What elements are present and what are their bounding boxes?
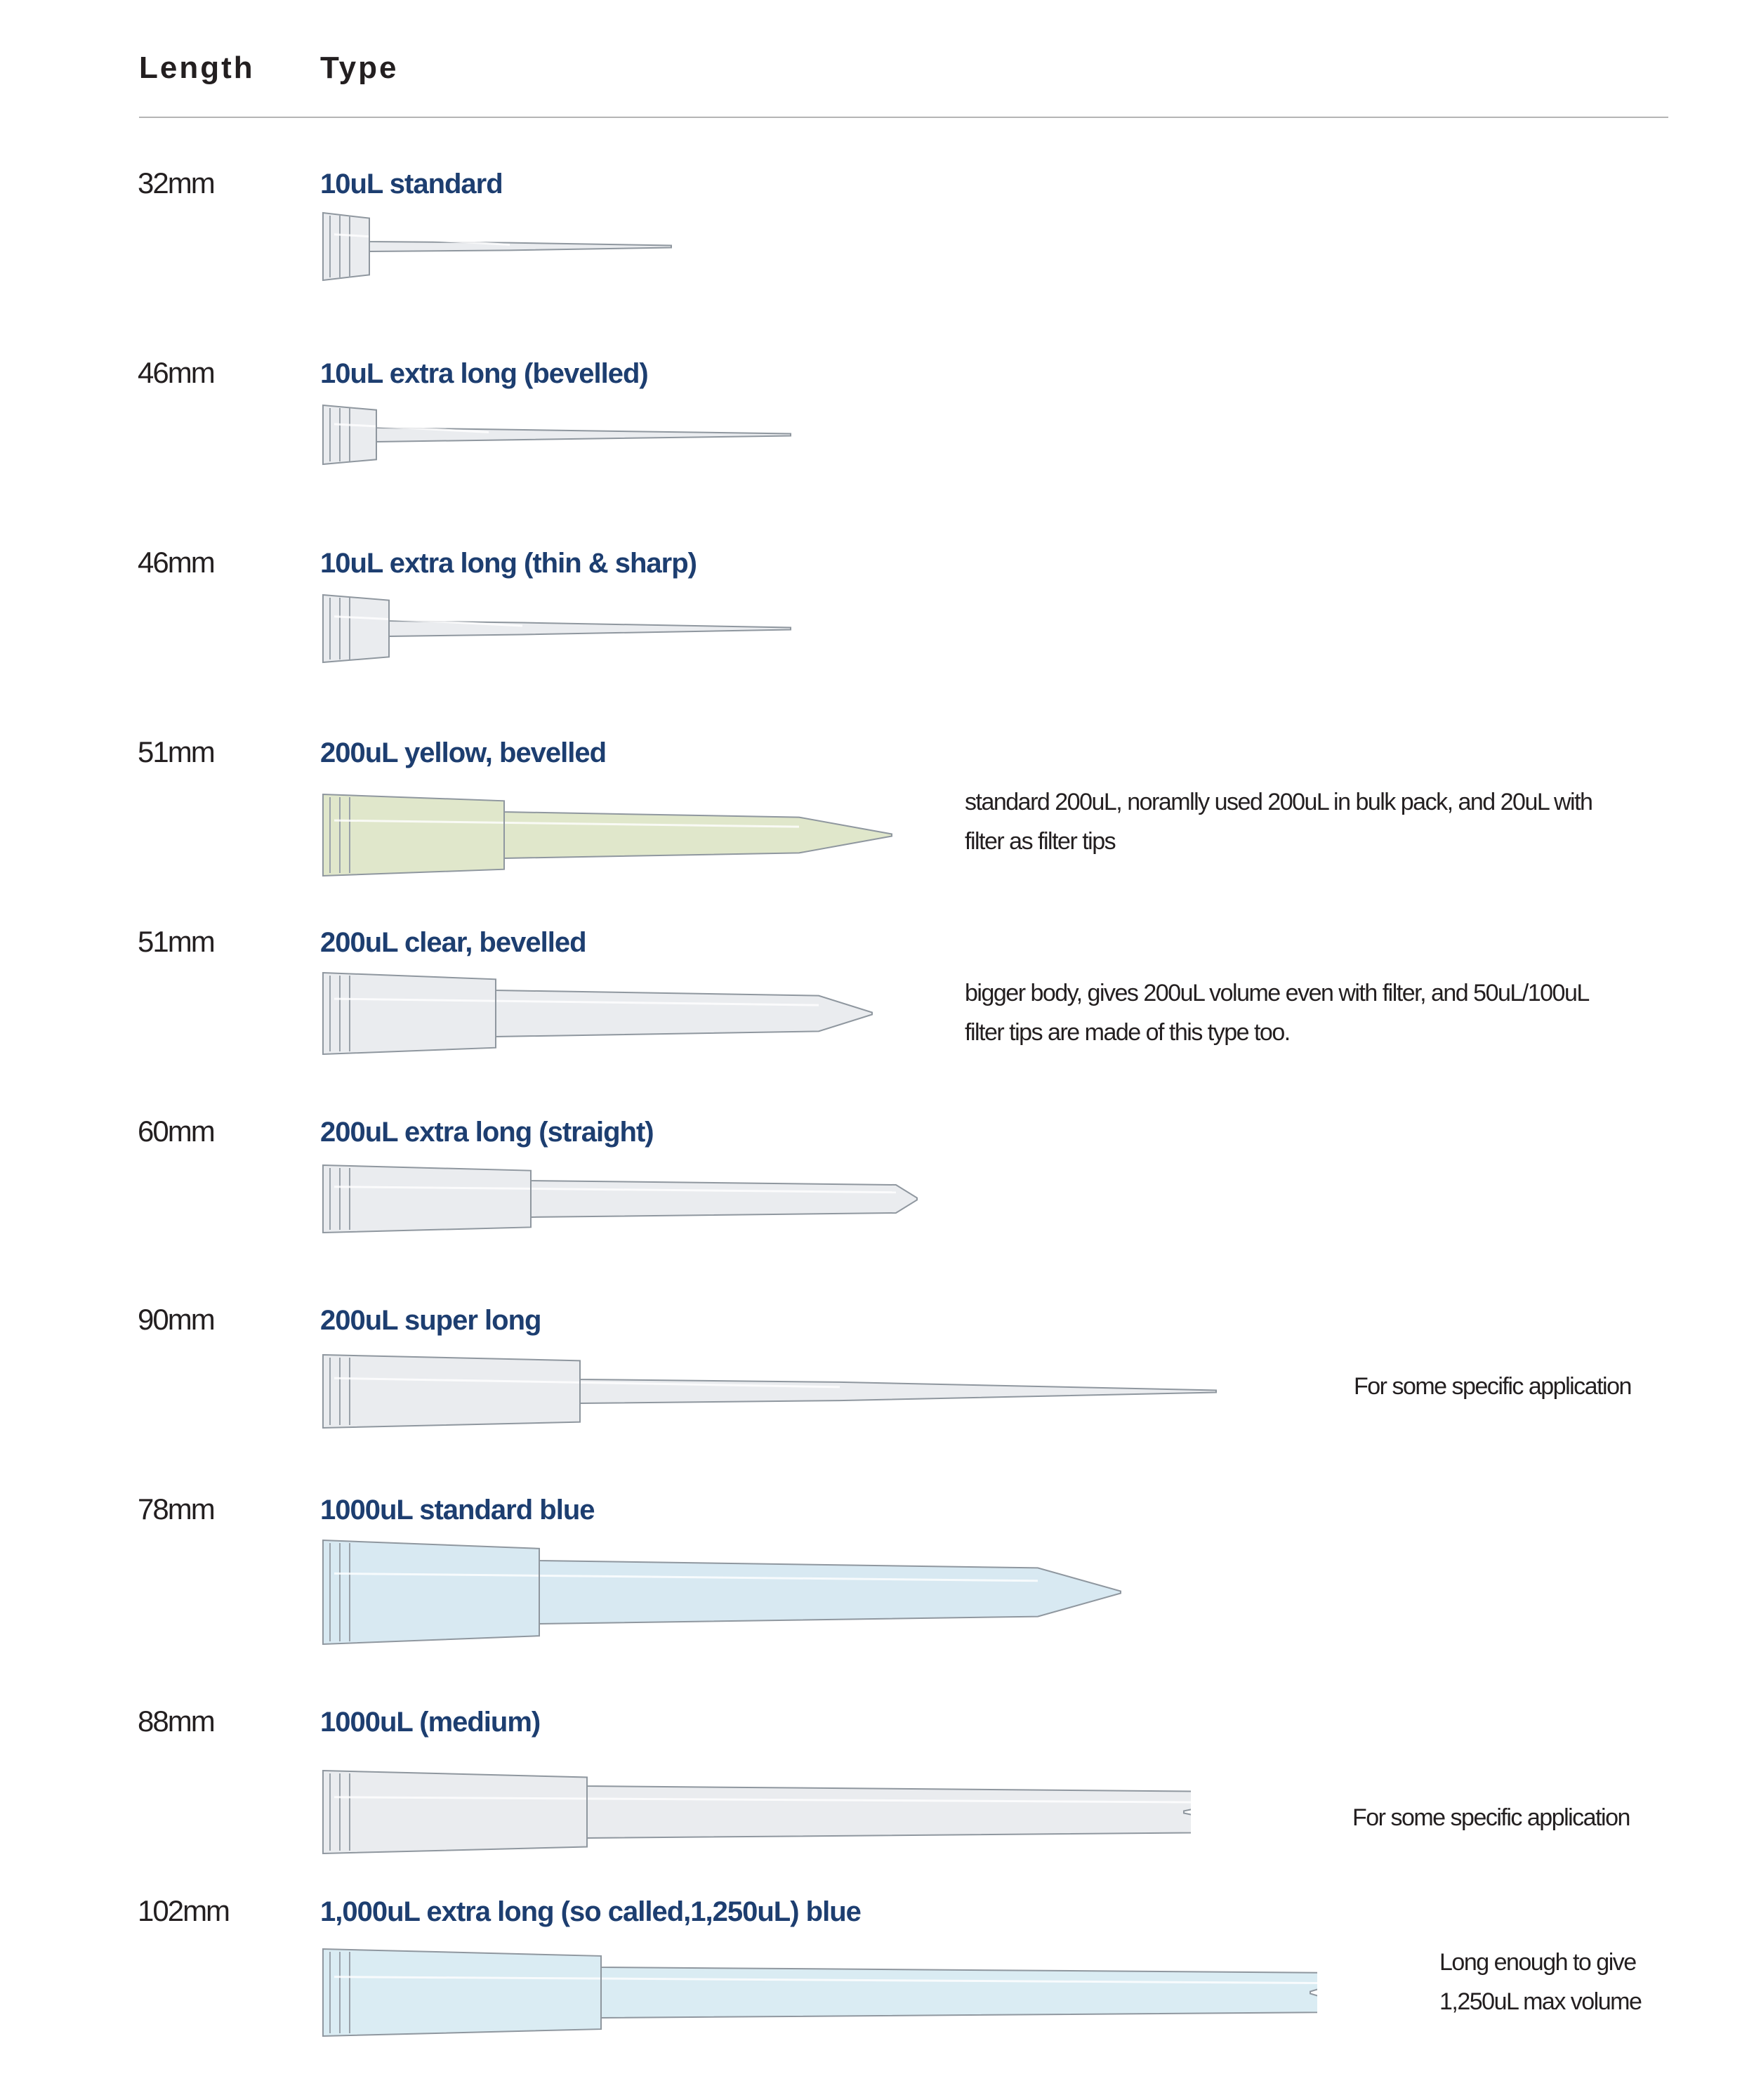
pipette-tip-drawing — [322, 1948, 1374, 2037]
row-length: 88mm — [138, 1705, 216, 1738]
row-type: 200uL clear, bevelled — [320, 927, 587, 958]
tip-highlight — [334, 615, 523, 627]
row-type: 1,000uL extra long (so called,1,250uL) b… — [320, 1896, 862, 1927]
pipette-tip-drawing — [322, 404, 791, 466]
tip-highlight — [334, 1976, 1374, 1985]
row-length: 90mm — [138, 1303, 216, 1336]
note-line: For some specific application — [1354, 1373, 1632, 1400]
row-note: standard 200uL, noramlly used 200uL in b… — [965, 782, 1593, 861]
pipette-tip-image — [320, 969, 879, 1061]
pipette-tip-image — [320, 1351, 1223, 1435]
row-type: 200uL extra long (straight) — [320, 1117, 654, 1148]
row-type: 1000uL standard blue — [320, 1495, 595, 1525]
row-length: 51mm — [138, 925, 216, 958]
pipette-tip-drawing — [322, 1353, 1217, 1429]
type-column-header: Type — [320, 51, 399, 85]
pipette-tip-image — [320, 209, 678, 287]
pipette-tip-drawing — [322, 793, 892, 877]
tip-outline — [322, 1539, 1121, 1646]
header-divider — [139, 117, 1668, 118]
row-length: 46mm — [138, 546, 216, 579]
tip-outline — [322, 793, 892, 877]
tip-highlight — [334, 1796, 1276, 1804]
row-type: 200uL yellow, bevelled — [320, 737, 607, 768]
pipette-tip-image — [320, 1537, 1128, 1651]
pipette-tip-image — [320, 791, 899, 883]
row-note: For some specific application — [1352, 1798, 1630, 1837]
tip-outline — [322, 593, 791, 664]
tip-outline — [322, 1769, 1276, 1855]
tip-outline — [322, 404, 791, 466]
note-line: filter tips are made of this type too. — [965, 1019, 1291, 1046]
row-type: 1000uL (medium) — [320, 1707, 541, 1738]
pipette-tip-image — [320, 1945, 1374, 2043]
pipette-tip-image — [320, 1767, 1276, 1861]
pipette-tip-drawing — [322, 971, 873, 1056]
tip-highlight — [334, 423, 489, 433]
tip-outline — [322, 1164, 918, 1234]
length-column-header: Length — [139, 51, 255, 85]
row-note: For some specific application — [1354, 1367, 1632, 1406]
note-line: 1,250uL max volume — [1439, 1988, 1642, 2015]
note-line: For some specific application — [1352, 1804, 1630, 1831]
tip-outline — [322, 1353, 1217, 1429]
pipette-tip-image — [320, 402, 798, 471]
note-line: Long enough to give — [1439, 1949, 1637, 1976]
pipette-tip-drawing — [322, 1539, 1121, 1646]
tip-highlight — [334, 233, 510, 246]
row-length: 46mm — [138, 356, 216, 389]
note-line: bigger body, gives 200uL volume even wit… — [965, 980, 1590, 1006]
pipette-tip-drawing — [322, 593, 791, 664]
tip-outline — [322, 1948, 1374, 2037]
tip-highlight — [334, 819, 800, 828]
pipette-tip-image — [320, 591, 798, 669]
note-line: filter as filter tips — [965, 828, 1116, 855]
row-length: 78mm — [138, 1492, 216, 1525]
row-length: 51mm — [138, 735, 216, 768]
row-type: 10uL extra long (thin & sharp) — [320, 548, 697, 579]
tip-highlight — [334, 1572, 1038, 1582]
row-length: 32mm — [138, 166, 216, 199]
tip-highlight — [334, 1186, 897, 1194]
row-note: bigger body, gives 200uL volume even wit… — [965, 973, 1590, 1052]
row-type: 200uL super long — [320, 1305, 541, 1336]
tip-outline — [322, 971, 873, 1056]
note-line: standard 200uL, noramlly used 200uL in b… — [965, 789, 1593, 815]
row-type: 10uL standard — [320, 169, 503, 199]
row-length: 102mm — [138, 1894, 230, 1927]
tip-highlight — [334, 997, 819, 1006]
pipette-tip-drawing — [322, 1164, 918, 1234]
pipette-tip-drawing — [322, 1769, 1276, 1855]
pipette-tip-image — [320, 1162, 924, 1240]
tip-outline — [322, 211, 672, 282]
row-type: 10uL extra long (bevelled) — [320, 358, 649, 389]
tip-highlight — [334, 1377, 840, 1389]
row-note: Long enough to give 1,250uL max volume — [1439, 1943, 1642, 2021]
pipette-tip-drawing — [322, 211, 672, 282]
row-length: 60mm — [138, 1115, 216, 1148]
